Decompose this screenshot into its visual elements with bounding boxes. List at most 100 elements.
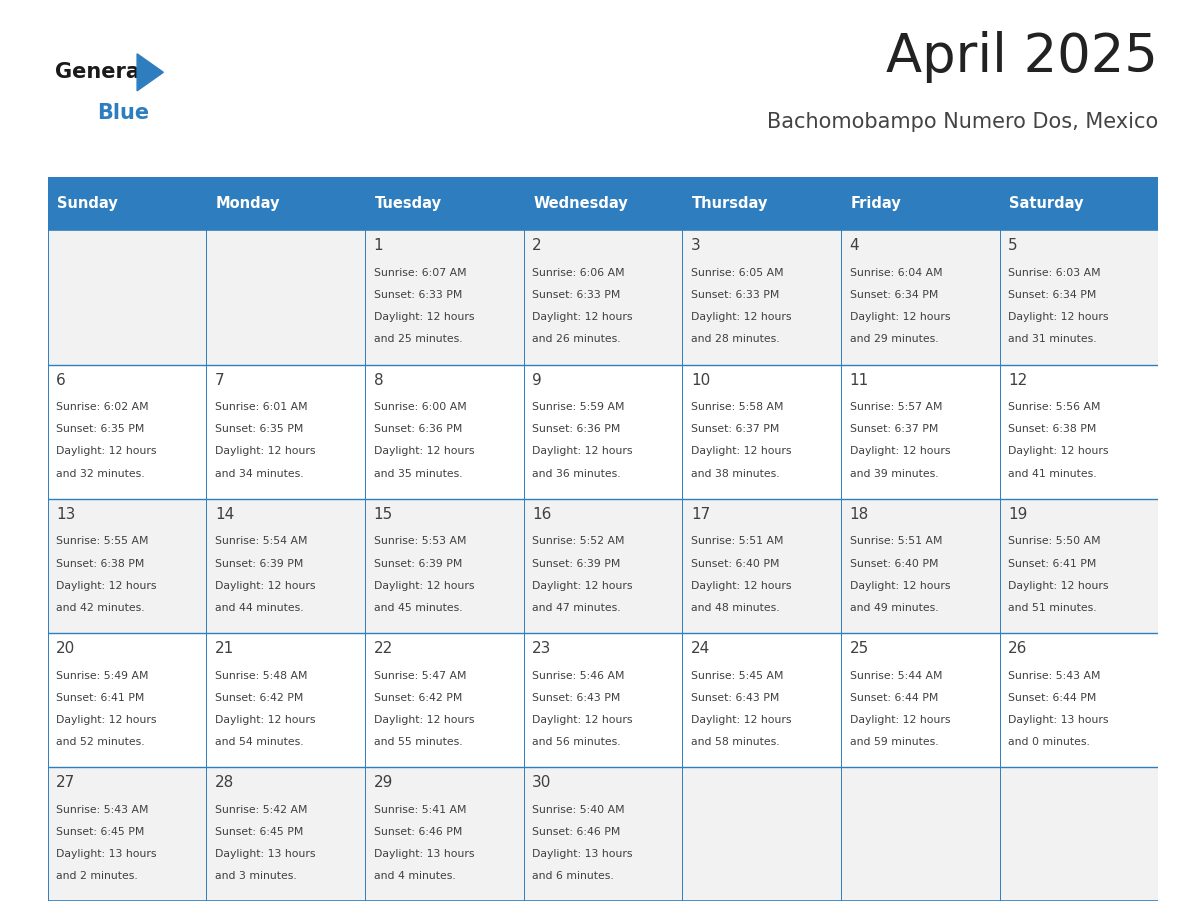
Text: Sunrise: 6:05 AM: Sunrise: 6:05 AM xyxy=(691,268,784,278)
Text: 1: 1 xyxy=(373,239,384,253)
Text: Daylight: 12 hours: Daylight: 12 hours xyxy=(691,446,791,456)
Text: Sunset: 6:39 PM: Sunset: 6:39 PM xyxy=(215,558,303,568)
Text: and 59 minutes.: and 59 minutes. xyxy=(849,737,939,747)
Bar xyxy=(841,230,999,364)
Text: Daylight: 12 hours: Daylight: 12 hours xyxy=(691,581,791,590)
Text: Sunset: 6:43 PM: Sunset: 6:43 PM xyxy=(691,693,779,703)
Text: 8: 8 xyxy=(373,373,384,387)
Text: Sunrise: 5:51 AM: Sunrise: 5:51 AM xyxy=(691,536,783,546)
Text: April 2025: April 2025 xyxy=(886,30,1158,83)
Text: Monday: Monday xyxy=(216,196,280,211)
Bar xyxy=(999,633,1158,767)
Text: 17: 17 xyxy=(691,507,710,522)
Text: Daylight: 12 hours: Daylight: 12 hours xyxy=(56,715,157,725)
Text: and 31 minutes.: and 31 minutes. xyxy=(1009,334,1097,344)
Text: Sunrise: 6:07 AM: Sunrise: 6:07 AM xyxy=(373,268,466,278)
Text: Daylight: 12 hours: Daylight: 12 hours xyxy=(532,312,633,322)
Text: 24: 24 xyxy=(691,641,710,656)
Text: Friday: Friday xyxy=(851,196,902,211)
Text: 2: 2 xyxy=(532,239,542,253)
Text: Daylight: 12 hours: Daylight: 12 hours xyxy=(373,446,474,456)
Text: Daylight: 12 hours: Daylight: 12 hours xyxy=(849,581,950,590)
Text: 15: 15 xyxy=(373,507,393,522)
Bar xyxy=(841,177,999,230)
Text: Sunset: 6:45 PM: Sunset: 6:45 PM xyxy=(215,827,303,837)
Text: and 3 minutes.: and 3 minutes. xyxy=(215,871,297,881)
Text: Daylight: 12 hours: Daylight: 12 hours xyxy=(56,581,157,590)
Text: and 25 minutes.: and 25 minutes. xyxy=(373,334,462,344)
Bar xyxy=(524,177,682,230)
Text: Sunrise: 5:54 AM: Sunrise: 5:54 AM xyxy=(215,536,308,546)
Text: Sunset: 6:45 PM: Sunset: 6:45 PM xyxy=(56,827,145,837)
Text: Daylight: 12 hours: Daylight: 12 hours xyxy=(1009,312,1108,322)
Text: Tuesday: Tuesday xyxy=(374,196,442,211)
Text: 27: 27 xyxy=(56,776,76,790)
Text: Sunset: 6:44 PM: Sunset: 6:44 PM xyxy=(1009,693,1097,703)
Text: Daylight: 12 hours: Daylight: 12 hours xyxy=(849,312,950,322)
Text: Sunset: 6:44 PM: Sunset: 6:44 PM xyxy=(849,693,939,703)
Text: Daylight: 12 hours: Daylight: 12 hours xyxy=(532,715,633,725)
Text: Daylight: 12 hours: Daylight: 12 hours xyxy=(215,581,316,590)
Text: and 34 minutes.: and 34 minutes. xyxy=(215,469,304,478)
Text: Sunset: 6:35 PM: Sunset: 6:35 PM xyxy=(56,424,145,434)
Text: Blue: Blue xyxy=(97,103,148,123)
Text: Sunrise: 5:47 AM: Sunrise: 5:47 AM xyxy=(373,671,466,680)
Text: 5: 5 xyxy=(1009,239,1018,253)
Bar xyxy=(682,633,841,767)
Text: and 36 minutes.: and 36 minutes. xyxy=(532,469,621,478)
Bar xyxy=(207,498,365,633)
Bar xyxy=(682,230,841,364)
Text: 21: 21 xyxy=(215,641,234,656)
Text: 11: 11 xyxy=(849,373,868,387)
Text: Sunset: 6:37 PM: Sunset: 6:37 PM xyxy=(849,424,939,434)
Text: and 47 minutes.: and 47 minutes. xyxy=(532,603,621,613)
Text: Sunrise: 5:59 AM: Sunrise: 5:59 AM xyxy=(532,402,625,412)
Text: Sunset: 6:34 PM: Sunset: 6:34 PM xyxy=(1009,290,1097,300)
Text: Daylight: 13 hours: Daylight: 13 hours xyxy=(532,849,633,859)
Text: and 42 minutes.: and 42 minutes. xyxy=(56,603,145,613)
Bar xyxy=(365,767,524,901)
Text: Sunset: 6:43 PM: Sunset: 6:43 PM xyxy=(532,693,620,703)
Text: Sunrise: 5:57 AM: Sunrise: 5:57 AM xyxy=(849,402,942,412)
Text: Saturday: Saturday xyxy=(1009,196,1083,211)
Text: Sunrise: 5:44 AM: Sunrise: 5:44 AM xyxy=(849,671,942,680)
Text: and 35 minutes.: and 35 minutes. xyxy=(373,469,462,478)
Text: 6: 6 xyxy=(56,373,67,387)
Bar xyxy=(524,767,682,901)
Text: Sunrise: 5:41 AM: Sunrise: 5:41 AM xyxy=(373,805,466,815)
Text: Thursday: Thursday xyxy=(691,196,769,211)
Text: 12: 12 xyxy=(1009,373,1028,387)
Bar xyxy=(48,498,207,633)
Bar xyxy=(207,177,365,230)
Text: and 51 minutes.: and 51 minutes. xyxy=(1009,603,1097,613)
Text: 30: 30 xyxy=(532,776,551,790)
Text: 28: 28 xyxy=(215,776,234,790)
Text: Sunrise: 5:49 AM: Sunrise: 5:49 AM xyxy=(56,671,148,680)
Text: Sunset: 6:39 PM: Sunset: 6:39 PM xyxy=(532,558,620,568)
Text: Sunset: 6:33 PM: Sunset: 6:33 PM xyxy=(691,290,779,300)
Bar xyxy=(365,498,524,633)
Text: Daylight: 12 hours: Daylight: 12 hours xyxy=(849,715,950,725)
Text: Sunset: 6:39 PM: Sunset: 6:39 PM xyxy=(373,558,462,568)
Bar xyxy=(682,498,841,633)
Bar xyxy=(524,364,682,498)
Text: and 52 minutes.: and 52 minutes. xyxy=(56,737,145,747)
Text: Wednesday: Wednesday xyxy=(533,196,627,211)
Text: and 28 minutes.: and 28 minutes. xyxy=(691,334,779,344)
Text: and 54 minutes.: and 54 minutes. xyxy=(215,737,304,747)
Text: 26: 26 xyxy=(1009,641,1028,656)
Text: 20: 20 xyxy=(56,641,76,656)
Text: Bachomobampo Numero Dos, Mexico: Bachomobampo Numero Dos, Mexico xyxy=(767,112,1158,132)
Text: 18: 18 xyxy=(849,507,868,522)
Text: Sunrise: 5:51 AM: Sunrise: 5:51 AM xyxy=(849,536,942,546)
Text: and 45 minutes.: and 45 minutes. xyxy=(373,603,462,613)
Text: Daylight: 12 hours: Daylight: 12 hours xyxy=(215,715,316,725)
Text: Sunset: 6:46 PM: Sunset: 6:46 PM xyxy=(532,827,620,837)
Text: Sunset: 6:36 PM: Sunset: 6:36 PM xyxy=(373,424,462,434)
Text: Sunrise: 5:40 AM: Sunrise: 5:40 AM xyxy=(532,805,625,815)
Text: Sunset: 6:36 PM: Sunset: 6:36 PM xyxy=(532,424,620,434)
Text: and 32 minutes.: and 32 minutes. xyxy=(56,469,145,478)
Text: Sunset: 6:40 PM: Sunset: 6:40 PM xyxy=(849,558,939,568)
Text: 19: 19 xyxy=(1009,507,1028,522)
Text: Sunrise: 5:55 AM: Sunrise: 5:55 AM xyxy=(56,536,148,546)
